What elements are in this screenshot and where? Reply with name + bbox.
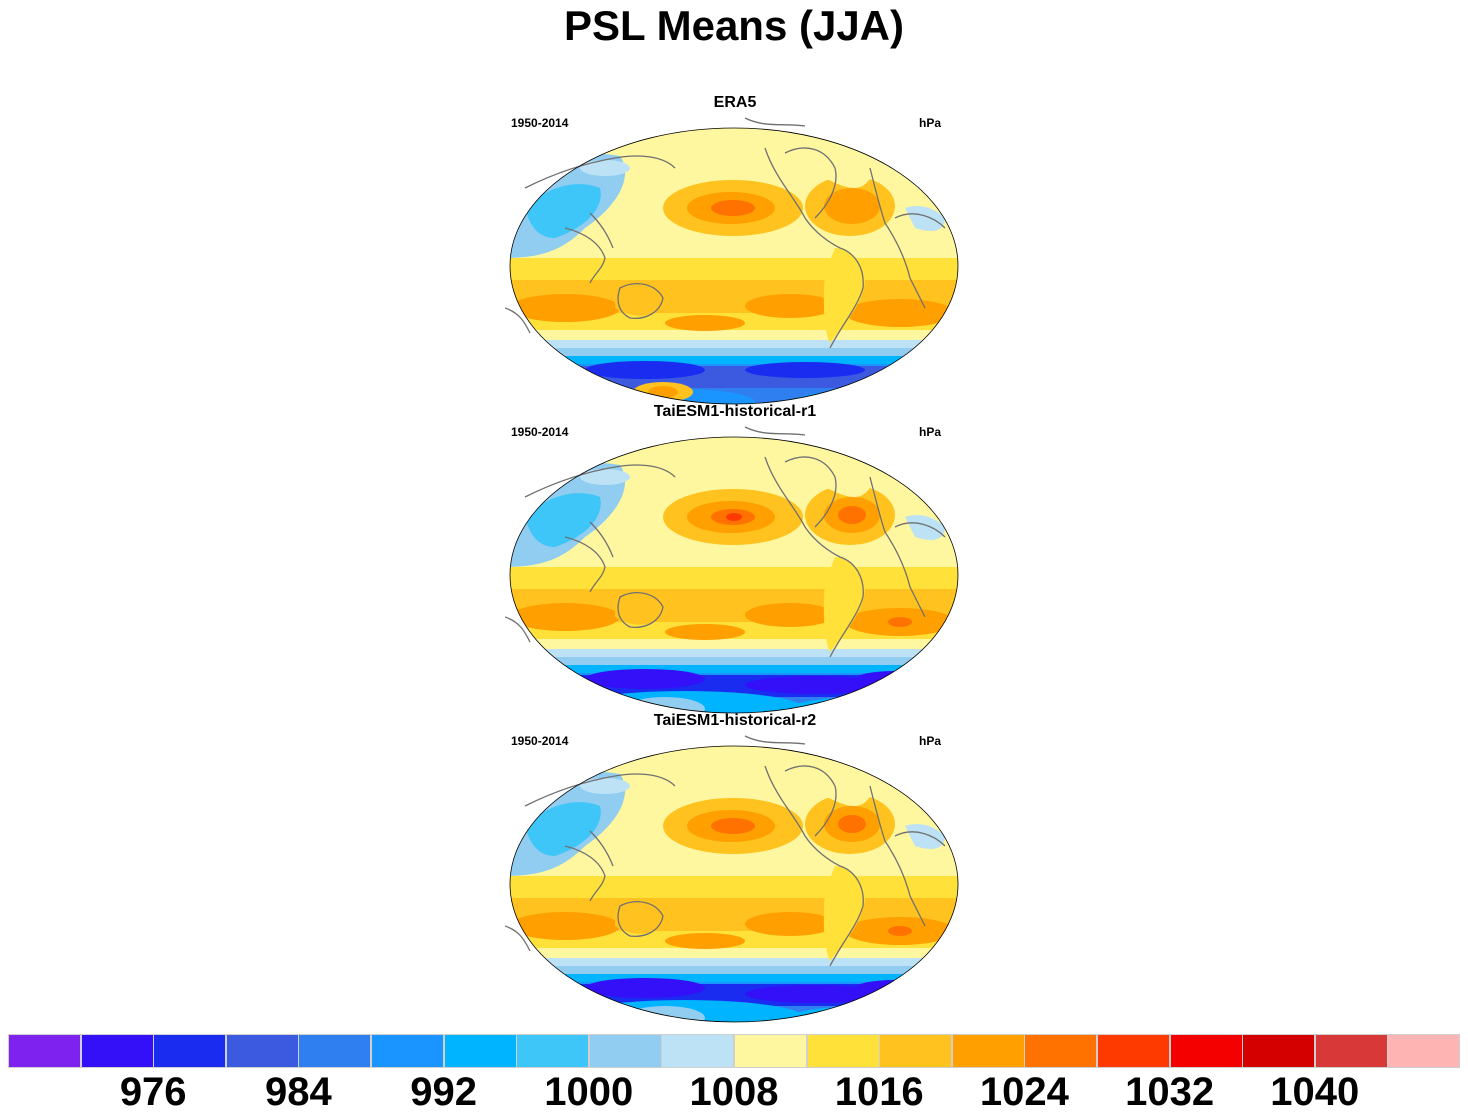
colorbar-tick-label: 1016 [834, 1070, 924, 1114]
colorbar-tick-label: 992 [410, 1070, 477, 1114]
colorbar-tick-label: 1040 [1270, 1070, 1360, 1114]
map-panel-taiesm1-r1: TaiESM1-historical-r1 1950-2014 hPa [505, 403, 965, 714]
map-panel-era5: ERA5 1950-2014 hPa [505, 94, 965, 405]
panel-title: TaiESM1-historical-r2 [653, 712, 817, 729]
map-field [505, 117, 959, 405]
colorbar-swatch [80, 1034, 154, 1068]
panel-period: 1950-2014 [511, 425, 569, 439]
colorbar-swatch [661, 1034, 735, 1068]
colorbar-swatch [153, 1034, 227, 1068]
main-title: PSL Means (JJA) [564, 2, 904, 49]
panel-title: ERA5 [713, 94, 757, 111]
colorbar-swatch [516, 1034, 590, 1068]
colorbar-swatch [298, 1034, 372, 1068]
colorbar-tick-label: 984 [265, 1070, 332, 1114]
panel-title: TaiESM1-historical-r1 [653, 403, 817, 420]
panel-units: hPa [918, 116, 941, 130]
map-panel-taiesm1-r2: TaiESM1-historical-r2 1950-2014 hPa [505, 712, 965, 1023]
panel-units: hPa [918, 734, 941, 748]
colorbar-swatch [879, 1034, 953, 1068]
colorbar-swatch [8, 1034, 82, 1068]
colorbar-swatch [588, 1034, 662, 1068]
colorbar-swatch [1097, 1034, 1171, 1068]
colorbar-swatch [1242, 1034, 1316, 1068]
colorbar-swatch [1387, 1034, 1461, 1068]
map-field [505, 426, 959, 714]
map-field [505, 735, 959, 1023]
colorbar-swatch [1169, 1034, 1243, 1068]
colorbar [8, 1034, 1461, 1068]
colorbar-tick-label: 1032 [1125, 1070, 1215, 1114]
colorbar-swatch [1314, 1034, 1388, 1068]
colorbar-swatch [806, 1034, 880, 1068]
colorbar-tick-label: 1024 [979, 1070, 1069, 1114]
colorbar-tick-label: 1008 [689, 1070, 779, 1114]
colorbar-swatch [1024, 1034, 1098, 1068]
colorbar-tick-label: 1000 [544, 1070, 634, 1114]
colorbar-swatch [443, 1034, 517, 1068]
colorbar-swatch [225, 1034, 299, 1068]
colorbar-swatch [951, 1034, 1025, 1068]
panel-units: hPa [918, 425, 941, 439]
colorbar-tick-label: 976 [119, 1070, 187, 1114]
colorbar-swatch [734, 1034, 808, 1068]
colorbar-swatch [371, 1034, 445, 1068]
panel-period: 1950-2014 [511, 734, 569, 748]
panel-period: 1950-2014 [511, 116, 569, 130]
